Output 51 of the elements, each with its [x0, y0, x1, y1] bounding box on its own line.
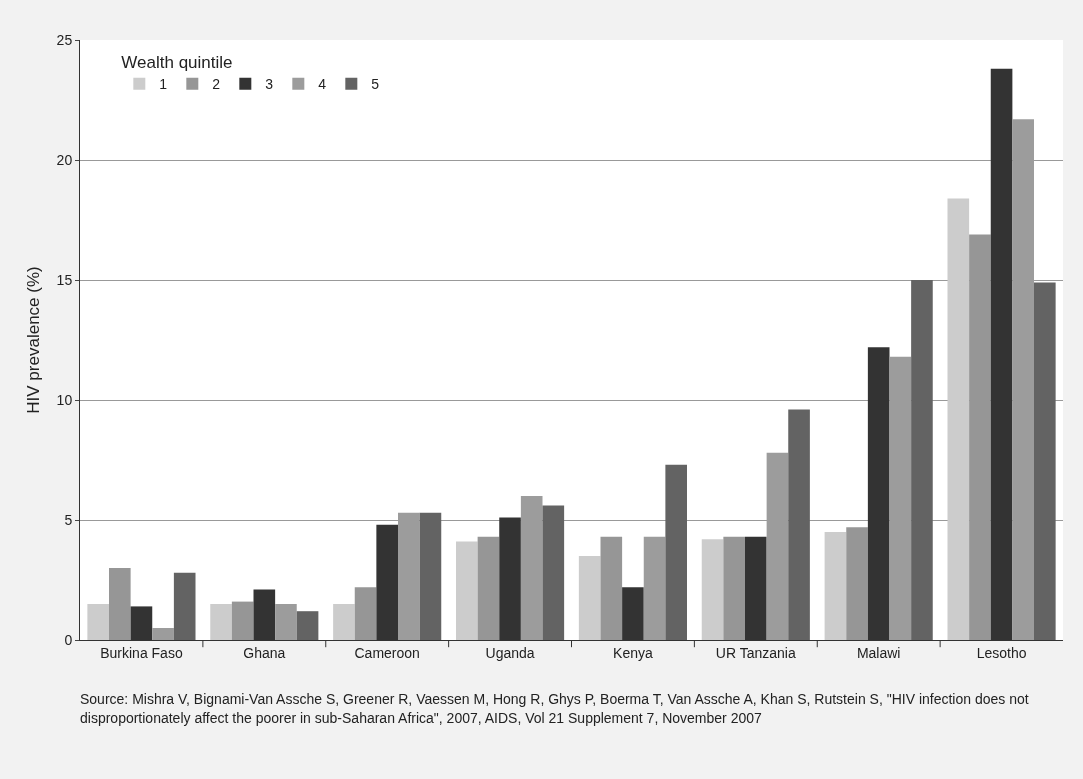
y-tick-label: 0	[64, 631, 73, 648]
bar	[542, 505, 565, 640]
bar	[947, 198, 970, 640]
bar	[231, 601, 254, 640]
bar	[600, 536, 623, 640]
bar	[173, 572, 196, 640]
bar	[109, 568, 131, 640]
bar	[665, 464, 687, 640]
source-note: Source: Mishra V, Bignami-Van Assche S, Greener R, Vaessen M, Hong R, Ghys P, Boerma T, Van Assche A, Khan S, Rutstein S, "HIV infection does not disproportionately affect the poorer in sub-Saharan Africa", 2007, AIDS, Vol 21 Supplement 7, November 2007	[80, 690, 1030, 728]
bar	[723, 536, 745, 640]
x-tick-label: Uganda	[485, 644, 535, 661]
y-tick-label: 5	[64, 511, 73, 528]
bar	[419, 512, 442, 640]
bar	[152, 628, 174, 640]
legend-label: 2	[212, 76, 221, 93]
legend-label: 3	[265, 76, 274, 93]
y-axis-title: HIV prevalence (%)	[24, 266, 44, 414]
bar	[911, 280, 933, 640]
bar	[889, 356, 912, 640]
bar	[210, 604, 232, 640]
bar	[969, 234, 991, 640]
bar	[296, 611, 319, 640]
y-tick-label: 10	[56, 391, 73, 408]
bar	[701, 539, 724, 640]
legend-label: 5	[371, 76, 380, 93]
x-tick-label: Cameroon	[354, 644, 420, 661]
bar	[643, 536, 666, 640]
x-tick-label: Ghana	[243, 644, 286, 661]
bar	[824, 532, 847, 640]
bar	[87, 604, 109, 640]
bar	[788, 409, 810, 640]
bar	[333, 604, 355, 640]
y-tick-label: 20	[56, 151, 73, 168]
bar	[846, 527, 868, 640]
legend-label: 4	[318, 76, 327, 93]
bar	[578, 556, 601, 640]
x-tick-label: Burkina Faso	[100, 644, 183, 661]
legend-label: 1	[159, 76, 168, 93]
bar	[275, 604, 297, 640]
bar	[1034, 282, 1056, 640]
x-tick-label: Lesotho	[976, 644, 1027, 661]
legend-title: Wealth quintile	[121, 53, 233, 73]
y-tick-label: 15	[56, 271, 73, 288]
x-tick-label: Malawi	[856, 644, 901, 661]
bar	[477, 536, 500, 640]
x-tick-label: UR Tanzania	[715, 644, 796, 661]
bar	[354, 587, 377, 640]
y-tick-label: 25	[56, 31, 73, 48]
bar	[520, 496, 543, 640]
bar	[456, 541, 478, 640]
x-tick-label: Kenya	[613, 644, 653, 661]
